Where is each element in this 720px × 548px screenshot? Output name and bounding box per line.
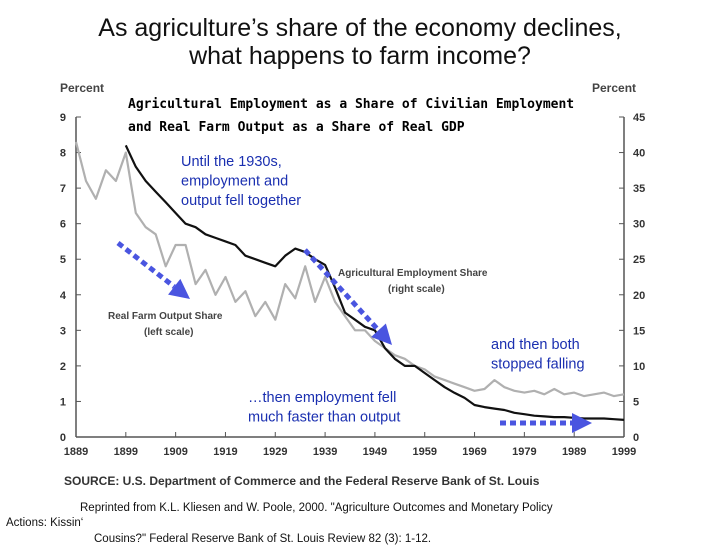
x-tick-label: 1889 bbox=[64, 446, 88, 458]
chart-arrows bbox=[116, 241, 592, 433]
x-tick-label: 1939 bbox=[313, 446, 337, 458]
slide-title-line2: what happens to farm income? bbox=[189, 42, 531, 70]
dashed-arrow-1 bbox=[116, 241, 176, 289]
employment-series-label: Agricultural Employment Share bbox=[338, 268, 488, 279]
right-tick-label: 5 bbox=[633, 396, 639, 408]
dashed-arrow-2 bbox=[303, 248, 381, 332]
x-tick-label: 1979 bbox=[512, 446, 536, 458]
left-tick-label: 7 bbox=[60, 183, 66, 195]
arrowhead-1 bbox=[168, 278, 190, 299]
left-tick-label: 6 bbox=[60, 219, 66, 231]
right-tick-label: 40 bbox=[633, 148, 645, 160]
chart-title-line1: Agricultural Employment as a Share of Ci… bbox=[128, 97, 574, 112]
callout-then-employment-fell: …then employment fell bbox=[248, 390, 396, 406]
employment-share-line bbox=[124, 144, 625, 421]
right-tick-label: 30 bbox=[633, 219, 645, 231]
right-axis-label: Percent bbox=[592, 81, 636, 95]
right-tick-label: 0 bbox=[633, 432, 639, 444]
chart-labels: Agricultural Employment as a Share of Ci… bbox=[108, 97, 585, 426]
x-tick-label: 1899 bbox=[114, 446, 138, 458]
x-tick-label: 1969 bbox=[462, 446, 486, 458]
left-tick-label: 0 bbox=[60, 432, 66, 444]
slide-title-line1: As agriculture’s share of the economy de… bbox=[98, 14, 622, 42]
callout-until-1930s: output fell together bbox=[181, 193, 301, 209]
output-series-label: Real Farm Output Share bbox=[108, 311, 223, 322]
right-tick-label: 15 bbox=[633, 325, 645, 337]
arrowhead-2 bbox=[371, 323, 392, 345]
employment-series-sublabel: (right scale) bbox=[388, 284, 445, 295]
left-tick-label: 5 bbox=[60, 254, 66, 266]
left-tick-label: 8 bbox=[60, 148, 66, 160]
callout-until-1930s: Until the 1930s, bbox=[181, 154, 282, 170]
chart-axes: Percent Percent01234567890510152025303540… bbox=[60, 81, 645, 488]
slide-title: As agriculture’s share of the economy de… bbox=[0, 14, 720, 70]
chart-title-line2: and Real Farm Output as a Share of Real … bbox=[128, 120, 465, 135]
callout-then-both-stopped: and then both bbox=[491, 337, 580, 353]
left-tick-label: 1 bbox=[60, 396, 66, 408]
callout-then-employment-fell: much faster than output bbox=[248, 410, 400, 426]
left-tick-label: 3 bbox=[60, 325, 66, 337]
citation-line2: Actions: Kissin‘ bbox=[6, 517, 84, 529]
arrowhead-3 bbox=[572, 413, 592, 433]
x-tick-label: 1949 bbox=[363, 446, 387, 458]
callout-then-both-stopped: stopped falling bbox=[491, 357, 585, 373]
chart-source: SOURCE: U.S. Department of Commerce and … bbox=[64, 474, 540, 488]
output-series-sublabel: (left scale) bbox=[144, 327, 193, 338]
x-tick-label: 1999 bbox=[612, 446, 636, 458]
right-tick-label: 25 bbox=[633, 254, 645, 266]
farm-output-share-line bbox=[74, 141, 625, 398]
right-tick-label: 45 bbox=[633, 112, 645, 124]
x-tick-label: 1959 bbox=[412, 446, 436, 458]
x-tick-label: 1929 bbox=[263, 446, 287, 458]
left-tick-label: 4 bbox=[60, 290, 67, 302]
left-tick-label: 9 bbox=[60, 112, 66, 124]
left-axis-label: Percent bbox=[60, 81, 104, 95]
chart-series bbox=[74, 141, 625, 421]
right-tick-label: 20 bbox=[633, 290, 645, 302]
citation-line1: Reprinted from K.L. Kliesen and W. Poole… bbox=[80, 502, 553, 514]
x-tick-label: 1989 bbox=[562, 446, 586, 458]
right-tick-label: 10 bbox=[633, 361, 645, 373]
right-tick-label: 35 bbox=[633, 183, 645, 195]
callout-until-1930s: employment and bbox=[181, 174, 288, 190]
x-tick-label: 1909 bbox=[163, 446, 187, 458]
left-tick-label: 2 bbox=[60, 361, 66, 373]
x-tick-label: 1919 bbox=[213, 446, 237, 458]
